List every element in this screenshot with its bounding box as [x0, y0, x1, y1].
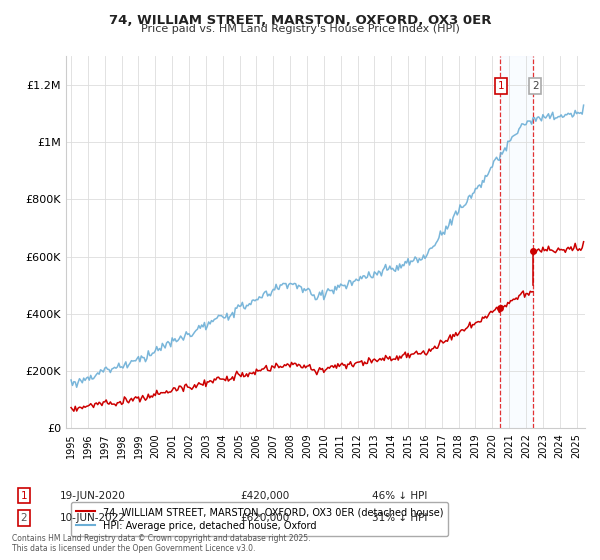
Text: 46% ↓ HPI: 46% ↓ HPI: [372, 491, 427, 501]
Text: 74, WILLIAM STREET, MARSTON, OXFORD, OX3 0ER: 74, WILLIAM STREET, MARSTON, OXFORD, OX3…: [109, 14, 491, 27]
Text: 1: 1: [497, 81, 504, 91]
Legend: 74, WILLIAM STREET, MARSTON, OXFORD, OX3 0ER (detached house), HPI: Average pric: 74, WILLIAM STREET, MARSTON, OXFORD, OX3…: [71, 502, 448, 536]
Text: 2: 2: [20, 513, 28, 523]
Text: Contains HM Land Registry data © Crown copyright and database right 2025.
This d: Contains HM Land Registry data © Crown c…: [12, 534, 311, 553]
Bar: [500, 56, 533, 428]
Text: £620,000: £620,000: [240, 513, 289, 523]
Text: 1: 1: [20, 491, 28, 501]
Text: Price paid vs. HM Land Registry's House Price Index (HPI): Price paid vs. HM Land Registry's House …: [140, 24, 460, 34]
Text: 31% ↓ HPI: 31% ↓ HPI: [372, 513, 427, 523]
Text: 10-JUN-2022: 10-JUN-2022: [60, 513, 126, 523]
Text: 2: 2: [532, 81, 538, 91]
Text: £420,000: £420,000: [240, 491, 289, 501]
Text: 19-JUN-2020: 19-JUN-2020: [60, 491, 126, 501]
